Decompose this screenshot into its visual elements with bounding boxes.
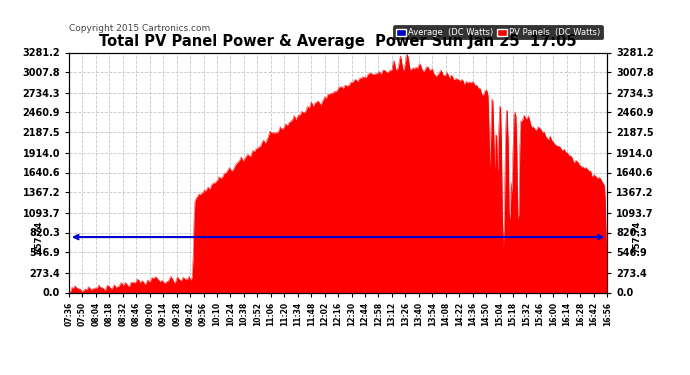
- Text: Copyright 2015 Cartronics.com: Copyright 2015 Cartronics.com: [69, 24, 210, 33]
- Text: 757.74: 757.74: [632, 221, 641, 253]
- Text: 757.74: 757.74: [35, 221, 44, 253]
- Legend: Average  (DC Watts), PV Panels  (DC Watts): Average (DC Watts), PV Panels (DC Watts): [393, 26, 603, 39]
- Title: Total PV Panel Power & Average  Power Sun Jan 25  17:05: Total PV Panel Power & Average Power Sun…: [99, 33, 577, 48]
